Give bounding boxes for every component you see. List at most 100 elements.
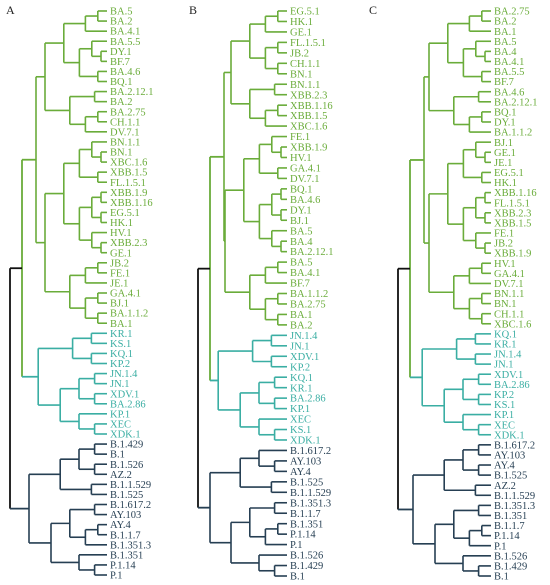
- leaf-label: KP.2: [110, 359, 130, 370]
- leaf-label: AY.103: [290, 457, 321, 468]
- leaf-label: DY.1: [290, 205, 312, 216]
- leaf-label: XEC: [494, 420, 515, 431]
- leaf-label: BA.1.1.2: [290, 289, 328, 300]
- leaf-label: BQ.1: [494, 107, 516, 118]
- leaf-label: XDK.1: [290, 436, 321, 447]
- leaf-label: XBB.2.3: [494, 208, 531, 219]
- leaf-label: B.1: [110, 450, 125, 461]
- panel-a-letter: A: [6, 3, 15, 17]
- leaf-label: FL.1.5.1: [110, 178, 146, 189]
- leaf-label: B.1.1.529: [290, 488, 331, 499]
- leaf-label: AY.103: [494, 451, 525, 462]
- leaf-label: B.1.351: [290, 519, 323, 530]
- leaf-label: BA.2.86: [290, 394, 326, 405]
- leaf-label: B.1.351: [110, 550, 143, 561]
- leaf-label: JB.2: [494, 239, 513, 250]
- leaf-label: BJ.1: [110, 299, 129, 310]
- leaf-label: KQ.1: [494, 329, 517, 340]
- leaf-label: P.1.14: [290, 530, 316, 541]
- leaf-label: KP.1: [110, 409, 130, 420]
- panel-b: B EG.5.1HK.1GE.1FL.1.5.1JB.2CH.1.1BN.1BN…: [189, 3, 333, 583]
- leaf-label: B.1.617.2: [110, 500, 151, 511]
- leaf-label: KP.2: [290, 362, 310, 373]
- leaf-label: KS.1: [110, 339, 131, 350]
- leaf-label: BA.2: [110, 97, 132, 108]
- leaf-label: KP.1: [290, 404, 310, 415]
- leaf-label: P.1: [290, 540, 303, 551]
- leaf-label: BA.2.86: [494, 380, 530, 391]
- leaf-label: BA.5: [494, 37, 516, 48]
- leaf-label: KR.1: [494, 340, 516, 351]
- leaf-label: XBB.1.9: [290, 143, 327, 154]
- leaf-label: EG.5.1: [110, 208, 140, 219]
- leaf-label: XBB.1.16: [110, 198, 153, 209]
- leaf-label: HK.1: [290, 17, 313, 28]
- leaf-label: BA.4.6: [110, 67, 140, 78]
- leaf-label: XBB.2.3: [290, 90, 327, 101]
- leaf-label: CH.1.1: [290, 59, 320, 70]
- leaf-label: AY.103: [110, 510, 141, 521]
- leaf-label: JB.2: [290, 48, 309, 59]
- leaf-label: BA.4.6: [290, 195, 320, 206]
- leaf-label: CH.1.1: [494, 309, 524, 320]
- panel-b-letter: B: [189, 3, 197, 17]
- leaf-label: B.1.429: [290, 561, 323, 572]
- leaf-label: JE.1: [110, 279, 128, 290]
- leaf-label: B.1.526: [494, 551, 527, 562]
- leaf-label: XBB.1.5: [110, 168, 147, 179]
- leaf-label: GE.1: [290, 28, 312, 39]
- leaf-label: B.1.525: [494, 471, 527, 482]
- leaf-label: DV.7.1: [494, 279, 524, 290]
- leaf-label: B.1: [290, 572, 305, 583]
- leaf-label: FL.1.5.1: [290, 38, 326, 49]
- leaf-label: BN.1: [494, 299, 516, 310]
- leaf-label: B.1.429: [110, 440, 143, 451]
- leaf-label: XDK.1: [110, 430, 141, 441]
- leaf-label: XBC.1.6: [290, 122, 327, 133]
- leaf-label: BA.2: [290, 320, 312, 331]
- leaf-label: BA.4: [494, 47, 517, 58]
- leaf-label: JN.1: [110, 379, 130, 390]
- leaf-label: FE.1: [494, 229, 514, 240]
- leaf-label: BN.1: [110, 148, 132, 159]
- leaf-label: KQ.1: [290, 373, 313, 384]
- leaf-label: HV.1: [290, 153, 312, 164]
- leaf-label: EG.5.1: [494, 168, 524, 179]
- leaf-label: BA.4.1: [494, 57, 524, 68]
- leaf-label: JN.1.4: [290, 331, 318, 342]
- leaf-label: JB.2: [110, 258, 129, 269]
- leaf-label: CH.1.1: [110, 117, 140, 128]
- leaf-label: KQ.1: [110, 349, 133, 360]
- leaf-label: BA.2.75: [290, 300, 326, 311]
- panel-a: A BA.5BA.2BA.4.1BA.5.5DY.1BF.7BA.4.6BQ.1…: [6, 3, 153, 582]
- leaf-label: B.1.526: [290, 551, 323, 562]
- leaf-label: B.1.351.3: [110, 540, 151, 551]
- panel-c-letter: C: [369, 3, 377, 17]
- leaf-label: B.1.617.2: [494, 440, 535, 451]
- leaf-label: BN.1.1: [110, 138, 140, 149]
- leaf-label: B.1.525: [290, 477, 323, 488]
- leaf-label: AY.4: [494, 461, 515, 472]
- leaf-label: BJ.1: [290, 216, 309, 227]
- leaf-label: XBB.1.9: [110, 188, 147, 199]
- leaf-label: AZ.2: [494, 481, 516, 492]
- leaf-label: BF.7: [290, 279, 310, 290]
- leaf-label: JN.1: [290, 341, 310, 352]
- leaf-label: FE.1: [290, 132, 310, 143]
- leaf-label: XDV.1: [110, 389, 139, 400]
- leaf-label: B.1.1.529: [494, 491, 535, 502]
- leaf-label: BA.1: [290, 310, 312, 321]
- leaf-label: BA.2: [494, 17, 516, 28]
- leaf-label: BA.5: [290, 258, 312, 269]
- leaf-label: XBB.1.5: [494, 218, 531, 229]
- leaf-label: HV.1: [494, 259, 516, 270]
- leaf-label: GA.4.1: [494, 269, 525, 280]
- leaf-label: FE.1: [110, 268, 130, 279]
- leaf-label: BA.2.86: [110, 399, 146, 410]
- leaf-label: JE.1: [494, 158, 512, 169]
- leaf-label: P.1: [110, 571, 123, 582]
- leaf-label: JN.1: [494, 360, 514, 371]
- leaf-label: P.1: [494, 541, 507, 552]
- leaf-label: HK.1: [494, 178, 517, 189]
- leaf-label: BJ.1: [494, 138, 513, 149]
